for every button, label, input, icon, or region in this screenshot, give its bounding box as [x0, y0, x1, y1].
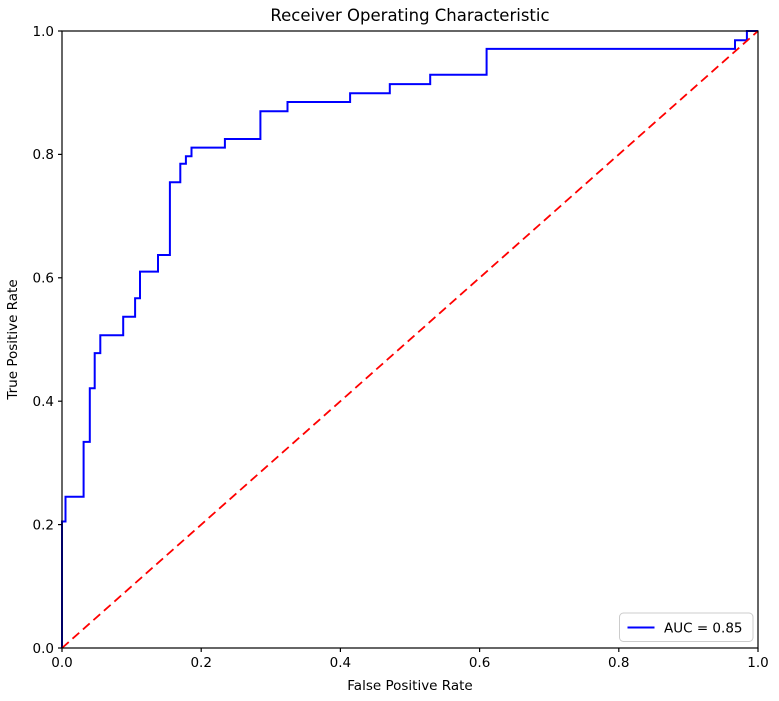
x-tick-label: 0.4: [330, 655, 351, 671]
plot-border: [61, 30, 759, 649]
chart-title: Receiver Operating Characteristic: [270, 6, 549, 25]
x-tick-label: 0.6: [469, 655, 490, 671]
y-tick-label: 1.0: [33, 24, 54, 40]
x-axis-ticks: 0.0 0.2 0.4 0.6 0.8 1.0: [51, 648, 769, 671]
chance-diagonal-line: [61, 30, 759, 649]
x-axis-label: False Positive Rate: [347, 678, 472, 694]
x-tick-label: 1.0: [747, 655, 768, 671]
y-axis-ticks: 0.0 0.2 0.4 0.6 0.8 1.0: [33, 24, 62, 657]
y-tick-label: 0.0: [33, 641, 54, 657]
x-tick-label: 0.2: [190, 655, 211, 671]
y-axis-label: True Positive Rate: [5, 279, 21, 400]
y-tick-label: 0.2: [33, 517, 54, 533]
legend-box: [619, 612, 754, 642]
y-tick-label: 0.4: [33, 394, 54, 410]
x-tick-label: 0.0: [51, 655, 72, 671]
legend-label: AUC = 0.85: [664, 621, 743, 637]
y-tick-label: 0.8: [33, 147, 54, 163]
roc-curve-line: [61, 30, 758, 648]
y-tick-label: 0.6: [33, 271, 54, 287]
legend: AUC = 0.85: [619, 612, 754, 642]
x-tick-label: 0.8: [608, 655, 629, 671]
